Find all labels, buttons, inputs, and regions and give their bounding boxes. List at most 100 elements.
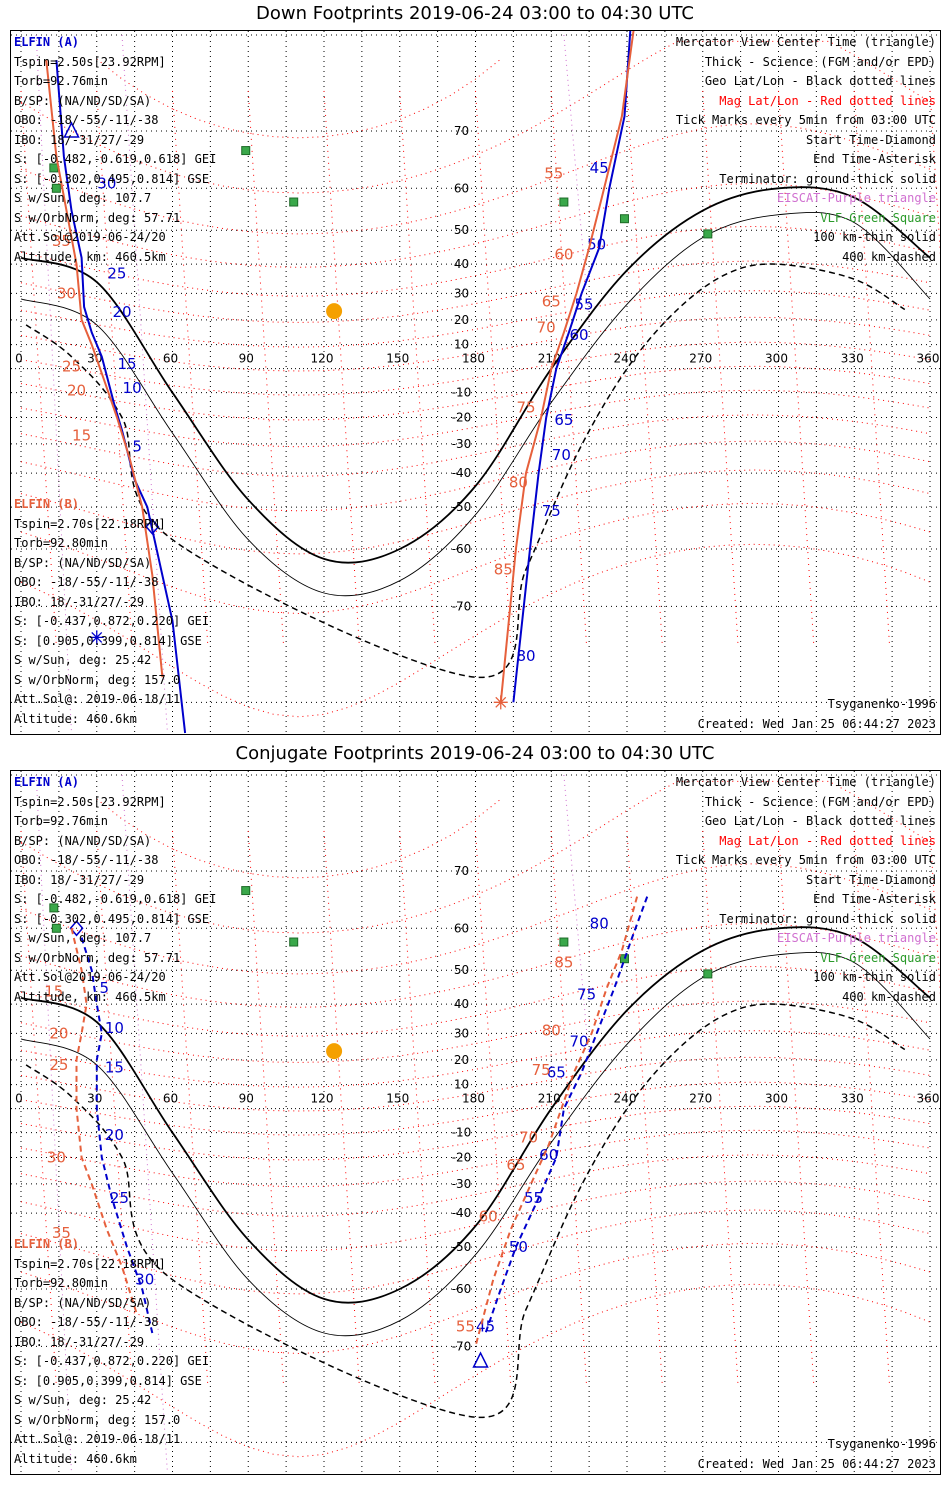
elfin-b-tick-label: 55 <box>544 164 563 182</box>
y-tick-label: 70 <box>454 864 469 878</box>
y-tick-label: -50 <box>452 1240 472 1254</box>
y-tick-label: -10 <box>452 386 472 400</box>
elfin-a-tick-label: 45 <box>590 159 609 177</box>
x-tick-label: 0 <box>15 352 23 366</box>
y-tick-label: -30 <box>452 437 472 451</box>
x-tick-label: 120 <box>311 352 334 366</box>
y-tick-label: 40 <box>454 257 469 271</box>
down-footprints-panel: Down Footprints 2019-06-24 03:00 to 04:3… <box>0 0 950 740</box>
mag-grid-parallel <box>20 1000 931 1063</box>
elfin-b-line: S: [0.905,0.399,0.814] GSE <box>14 1373 202 1388</box>
legend-item: EISCAT-Purple triangle <box>777 931 936 945</box>
elfin-b-line: OBO: -18/-55/-11/-38 <box>14 1315 159 1329</box>
x-tick-label: 330 <box>841 352 864 366</box>
elfin-a-line: S: [-0.302,0.495,0.814] GSE <box>14 911 210 926</box>
y-tick-label: 70 <box>454 124 469 138</box>
elfin-b-info: ELFIN (B) Tspin=2.70s[22.18RPM] Torb=92.… <box>14 495 209 729</box>
map-frame: 0 30 60 90 120 150 180 210 240 270 300 330 360 70 60 50… <box>10 770 941 1475</box>
vlf-station-marker <box>49 903 59 913</box>
y-tick-label: 50 <box>454 963 469 977</box>
map-legend: Mercator View Center Time (triangle) Thi… <box>676 33 936 267</box>
elfin-a-tick-label: 20 <box>105 1126 124 1144</box>
elfin-a-line: Torb=92.76min <box>14 74 108 88</box>
elfin-b-line: S w/Sun, deg: 25.42 <box>14 653 152 667</box>
legend-item: Thick - Science (FGM and/or EPD) <box>704 794 936 809</box>
mag-grid-parallel <box>20 389 931 448</box>
elfin-b-tick-label: 25 <box>49 1056 68 1074</box>
legend-item: Thick - Science (FGM and/or EPD) <box>704 54 936 69</box>
legend-item: Geo Lat/Lon - Black dotted lines <box>704 814 936 828</box>
elfin-a-line: Altitude, km: 460.5km <box>14 249 166 264</box>
elfin-a-info: ELFIN (A) Tspin=2.50s[23.92RPM] Torb=92.… <box>14 33 216 267</box>
elfin-a-line: Tspin=2.50s[23.92RPM] <box>14 794 166 809</box>
elfin-b-line: Tspin=2.70s[22.18RPM] <box>14 516 166 531</box>
elfin-a-line: Att.Sol@2019-06-24/20 <box>14 970 166 984</box>
vlf-station-marker <box>559 937 569 947</box>
elfin-a-header: ELFIN (A) <box>14 775 80 789</box>
elfin-b-tick-label: 80 <box>542 1022 561 1040</box>
y-tick-label: -20 <box>452 410 472 424</box>
mag-grid-meridian <box>247 830 285 1387</box>
conjugate-footprints-panel: Conjugate Footprints 2019-06-24 03:00 to… <box>0 740 950 1480</box>
vlf-station-marker <box>703 969 713 979</box>
mag-grid-parallel <box>20 965 931 1037</box>
elfin-b-line: Torb=92.80min <box>14 1276 108 1290</box>
x-tick-label: 270 <box>689 1092 712 1106</box>
elfin-a-line: S w/OrbNorm, deg: 57.71 <box>14 950 181 965</box>
elfin-b-line: S w/Sun, deg: 25.42 <box>14 1393 152 1407</box>
elfin-a-line: IBO: 18/-31/27/-29 <box>14 132 145 147</box>
legend-item: End Time-Asterisk <box>813 152 936 166</box>
vlf-station-marker <box>289 937 299 947</box>
terminator-100km <box>20 211 931 597</box>
terminator-100km <box>20 951 931 1337</box>
elfin-b-tick-label: 30 <box>47 1148 66 1166</box>
elfin-b-tick-label: 25 <box>62 357 81 375</box>
terminator-ground <box>20 186 931 564</box>
elfin-a-tick-label: 45 <box>476 1318 495 1336</box>
elfin-b-end-asterisk <box>493 695 508 710</box>
elfin-a-line: S w/Sun, deg: 107.7 <box>14 931 152 945</box>
vlf-station-marker <box>51 183 61 193</box>
y-tick-label: -70 <box>452 1339 472 1353</box>
elfin-a-tick-label: 70 <box>569 1033 588 1051</box>
elfin-a-tick-label: 15 <box>105 1058 124 1076</box>
y-tick-label: 20 <box>454 313 469 327</box>
y-tick-label: 60 <box>454 181 469 195</box>
elfin-b-tick-label: 30 <box>57 284 76 302</box>
elfin-b-line: Att.Sol@: 2019-06-18/11 <box>14 692 181 706</box>
elfin-b-tick-label: 55 <box>456 1318 475 1336</box>
y-tick-label: 20 <box>454 1053 469 1067</box>
mag-grid-parallel <box>20 1209 931 1295</box>
mag-grid-parallel <box>20 225 931 297</box>
elfin-a-center-triangle <box>63 121 80 138</box>
elfin-a-tick-label: 75 <box>577 986 596 1004</box>
legend-item: Tick Marks every 5min from 03:00 UTC <box>675 853 936 867</box>
y-tick-label: 50 <box>454 223 469 237</box>
elfin-b-tick-label: 65 <box>506 1156 525 1174</box>
elfin-b-tick-label: 35 <box>52 232 71 250</box>
elfin-b-tick-label: 80 <box>509 474 528 492</box>
y-tick-label: -60 <box>452 1282 472 1296</box>
elfin-a-tick-label: 80 <box>590 914 609 932</box>
legend-item: 100 km-thin solid <box>813 970 936 984</box>
terminator-400km <box>25 1003 906 1418</box>
elfin-b-info: ELFIN (B) Tspin=2.70s[22.18RPM] Torb=92.… <box>14 1235 209 1469</box>
y-tick-label: 60 <box>454 921 469 935</box>
y-tick-label: 30 <box>454 1026 469 1040</box>
elfin-a-line: S: [-0.482,-0.619,0.618] GEI <box>14 892 217 906</box>
y-tick-label: -60 <box>452 542 472 556</box>
elfin-b-tick-label: 75 <box>516 398 535 416</box>
elfin-a-tick-label: 55 <box>575 295 594 313</box>
vlf-station-marker <box>703 229 713 239</box>
legend-item: Terminator: ground-thick solid <box>719 171 936 186</box>
legend-item: Start Time-Diamond <box>805 872 936 887</box>
elfin-a-tick-label: 25 <box>110 1189 129 1207</box>
elfin-a-tick-label: 65 <box>554 411 573 429</box>
eiscat-meridian <box>563 34 590 320</box>
x-tick-label: 90 <box>239 1092 254 1106</box>
elfin-b-line: S: [-0.437,0.872,0.220] GEI <box>14 614 210 628</box>
y-tick-label: 30 <box>454 286 469 300</box>
elfin-b-tick-label: 65 <box>542 293 561 311</box>
map-legend: Mercator View Center Time (triangle) Thi… <box>676 773 936 1007</box>
elfin-b-line: S w/OrbNorm, deg: 157.0 <box>14 1412 181 1427</box>
